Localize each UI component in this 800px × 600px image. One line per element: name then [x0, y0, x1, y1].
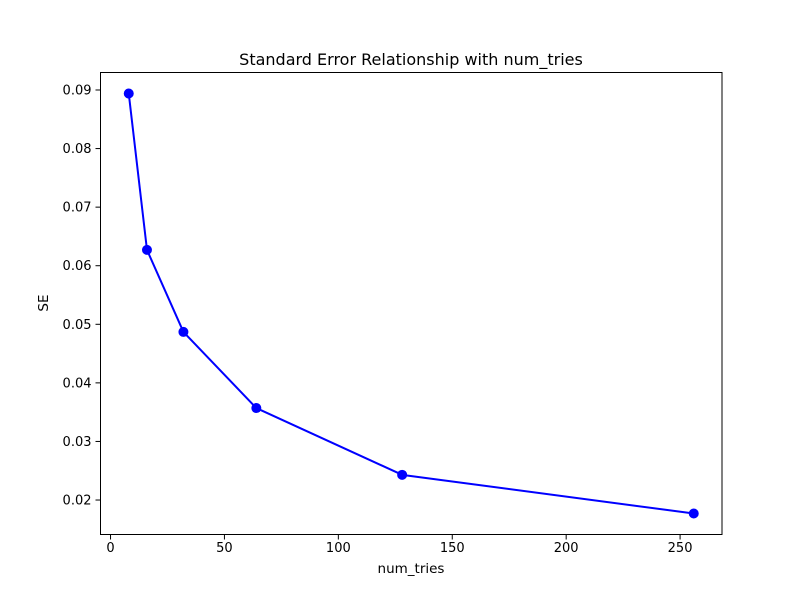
y-tick-label: 0.07: [63, 201, 92, 216]
y-axis-label: SE: [36, 294, 52, 311]
data-point-marker: [141, 244, 152, 255]
data-point-marker: [251, 403, 262, 414]
plot-area: [100, 72, 723, 535]
x-tick-label: 250: [668, 541, 693, 556]
x-tick-label: 50: [216, 541, 233, 556]
axis-ticks: 0 50 100 150 200 250 0.02 0.03 0.04 0.05 0.06 0.07 0…: [63, 83, 693, 556]
y-tick-label: 0.03: [63, 435, 92, 450]
x-tick-label: 100: [326, 541, 351, 556]
chart-title: Standard Error Relationship with num_tri…: [239, 50, 583, 70]
y-tick-label: 0.04: [63, 376, 92, 391]
x-axis-label: num_tries: [378, 561, 445, 577]
y-tick-label: 0.02: [63, 494, 92, 509]
y-tick-label: 0.05: [63, 318, 92, 333]
x-tick-label: 200: [554, 541, 579, 556]
data-point-marker: [178, 326, 189, 337]
y-tick-label: 0.08: [63, 142, 92, 157]
x-tick-label: 150: [440, 541, 465, 556]
y-tick-label: 0.06: [63, 259, 92, 274]
x-tick-label: 0: [106, 541, 114, 556]
data-point-marker: [688, 508, 699, 519]
data-point-marker: [397, 469, 408, 480]
y-tick-label: 0.09: [63, 83, 92, 98]
data-line: [127, 93, 694, 515]
plot-box: [100, 72, 723, 535]
data-point-marker: [123, 88, 134, 99]
